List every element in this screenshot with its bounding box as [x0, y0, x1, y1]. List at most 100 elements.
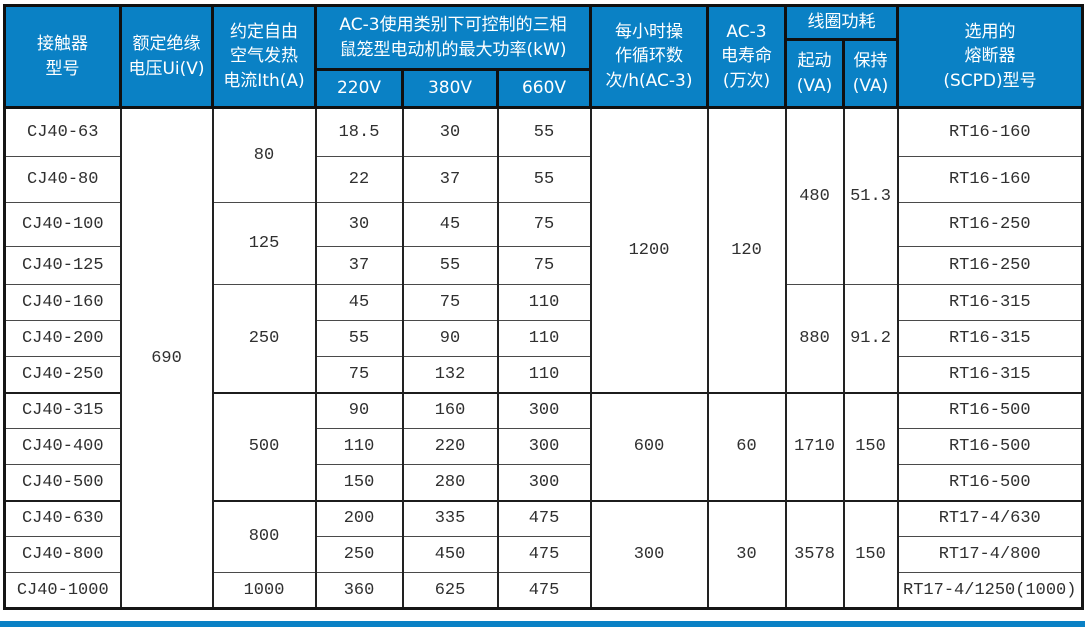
table-row: CJ40-500 150 280 300 RT16-500 — [3, 464, 1084, 501]
header-ac3-max-power-group: AC-3使用类别下可控制的三相 鼠笼型电动机的最大功率(kW) — [314, 4, 592, 71]
table-cell: 18.5 — [314, 107, 404, 157]
table-cell: 90 — [401, 320, 499, 357]
table-cell: 690 — [119, 107, 214, 609]
table-cell: 110 — [496, 320, 592, 357]
table-cell: 75 — [496, 246, 592, 285]
table-cell: 220 — [401, 428, 499, 465]
table-cell: 30 — [706, 499, 787, 609]
table-cell: RT16-500 — [896, 464, 1084, 501]
table-cell: 160 — [401, 391, 499, 429]
header-operating-cycles: 每小时操 作循环数 次/h(AC-3) — [589, 4, 709, 109]
table-cell: CJ40-200 — [3, 320, 122, 357]
table-cell: 300 — [496, 391, 592, 429]
table-cell: CJ40-100 — [3, 202, 122, 247]
table-cell: 30 — [401, 107, 499, 157]
table-cell: 150 — [842, 391, 899, 501]
table-cell: 37 — [314, 246, 404, 285]
table-cell: CJ40-1000 — [3, 572, 122, 609]
table-cell: CJ40-250 — [3, 356, 122, 393]
table-cell: RT16-315 — [896, 356, 1084, 393]
table-cell: 37 — [401, 156, 499, 203]
table-cell: 1000 — [211, 572, 317, 609]
header-coil-power-group: 线圈功耗 — [784, 4, 899, 41]
table-cell: 475 — [496, 572, 592, 609]
table-cell: 91.2 — [842, 284, 899, 393]
table-cell: 500 — [211, 391, 317, 501]
table-cell: 22 — [314, 156, 404, 203]
table-cell: RT17-4/800 — [896, 536, 1084, 573]
table-cell: CJ40-400 — [3, 428, 122, 465]
table-row: CJ40-100 125 30 45 75 RT16-250 — [3, 202, 1084, 285]
table-cell: 880 — [784, 284, 845, 393]
table-cell: 360 — [314, 572, 404, 609]
table-cell: CJ40-630 — [3, 499, 122, 537]
table-cell: 90 — [314, 391, 404, 429]
table-cell: RT16-250 — [896, 246, 1084, 285]
table-cell: 75 — [314, 356, 404, 393]
header-coil-hold-va: 保持 (VA) — [842, 38, 899, 109]
table-cell: 1710 — [784, 391, 845, 501]
table-cell: CJ40-63 — [3, 107, 122, 157]
table-cell: 55 — [496, 107, 592, 157]
table-cell: CJ40-125 — [3, 246, 122, 285]
table-row: CJ40-1000 1000 360 625 475 RT17-4/1250(1000) — [3, 572, 1084, 609]
table-cell: 55 — [496, 156, 592, 203]
table-cell: RT16-500 — [896, 391, 1084, 429]
header-row-1: 接触器 型号 额定绝缘 电压Ui(V) 约定自由 空气发热 电流Ith(A) A… — [3, 4, 1084, 109]
table-cell: 475 — [496, 499, 592, 537]
header-220v: 220V — [314, 68, 404, 109]
table-cell: 30 — [314, 202, 404, 247]
table-cell: 51.3 — [842, 107, 899, 285]
table-cell: 3578 — [784, 499, 845, 609]
table-cell: RT16-160 — [896, 107, 1084, 157]
table-cell: 110 — [496, 356, 592, 393]
table-cell: 80 — [211, 107, 317, 203]
header-380v: 380V — [401, 68, 499, 109]
table-cell: 1200 — [589, 107, 709, 393]
header-coil-start-va: 起动 (VA) — [784, 38, 845, 109]
table-cell: 450 — [401, 536, 499, 573]
table-cell: RT17-4/630 — [896, 499, 1084, 537]
bottom-blue-bar — [0, 621, 1085, 627]
table-row: CJ40-315 500 90 160 300 600 60 1710 150 RT16-500 — [3, 391, 1084, 501]
table-cell: 300 — [589, 499, 709, 609]
table-cell: 120 — [706, 107, 787, 393]
table-cell: 280 — [401, 464, 499, 501]
table-cell: 55 — [314, 320, 404, 357]
table-cell: 60 — [706, 391, 787, 501]
table-cell: 250 — [314, 536, 404, 573]
table-cell: RT17-4/1250(1000) — [896, 572, 1084, 609]
table-cell: RT16-250 — [896, 202, 1084, 247]
table-cell: 132 — [401, 356, 499, 393]
header-electrical-life: AC-3 电寿命 (万次) — [706, 4, 787, 109]
table-cell: 250 — [211, 284, 317, 393]
table-cell: CJ40-500 — [3, 464, 122, 501]
table-cell: 800 — [211, 499, 317, 573]
table-cell: CJ40-800 — [3, 536, 122, 573]
table-cell: 600 — [589, 391, 709, 501]
table-cell: 150 — [842, 499, 899, 609]
table-cell: 480 — [784, 107, 845, 285]
table-cell: 110 — [496, 284, 592, 321]
table-cell: RT16-315 — [896, 320, 1084, 357]
table-row: CJ40-63 690 80 18.5 30 55 1200 120 480 51.3 RT16-1… — [3, 107, 1084, 609]
table-row: CJ40-125 37 55 75 RT16-250 — [3, 246, 1084, 285]
table-cell: RT16-500 — [896, 428, 1084, 465]
table-cell: RT16-315 — [896, 284, 1084, 321]
table-row: CJ40-200 55 90 110 RT16-315 — [3, 320, 1084, 357]
header-thermal-current: 约定自由 空气发热 电流Ith(A) — [211, 4, 317, 109]
table-cell: CJ40-160 — [3, 284, 122, 321]
table-cell: 110 — [314, 428, 404, 465]
table-cell: 475 — [496, 536, 592, 573]
table-row: CJ40-630 800 200 335 475 300 30 3578 150 RT17-4/6… — [3, 499, 1084, 609]
header-row-2: 起动 (VA) 保持 (VA) — [5, 38, 1083, 109]
table-cell: 75 — [496, 202, 592, 247]
table-row: CJ40-80 22 37 55 RT16-160 — [3, 156, 1084, 203]
header-rated-insulation-voltage: 额定绝缘 电压Ui(V) — [119, 4, 214, 109]
table-row: CJ40-400 110 220 300 RT16-500 — [3, 428, 1084, 465]
table-cell: 125 — [211, 202, 317, 285]
table-cell: 55 — [401, 246, 499, 285]
table-header: 接触器 型号 额定绝缘 电压Ui(V) 约定自由 空气发热 电流Ith(A) A… — [3, 4, 1084, 109]
table-cell: 75 — [401, 284, 499, 321]
